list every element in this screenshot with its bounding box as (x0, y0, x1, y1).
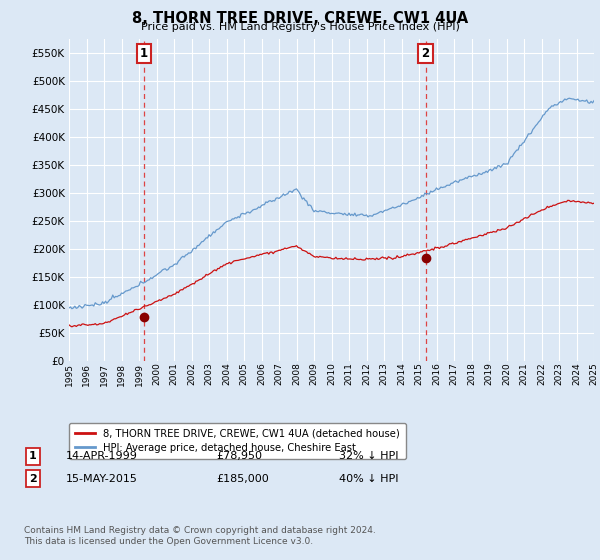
Text: 1: 1 (140, 47, 148, 60)
Text: 15-MAY-2015: 15-MAY-2015 (66, 474, 138, 484)
Text: Price paid vs. HM Land Registry's House Price Index (HPI): Price paid vs. HM Land Registry's House … (140, 22, 460, 32)
Text: 32% ↓ HPI: 32% ↓ HPI (339, 451, 398, 461)
Text: 8, THORN TREE DRIVE, CREWE, CW1 4UA: 8, THORN TREE DRIVE, CREWE, CW1 4UA (132, 11, 468, 26)
Text: 14-APR-1999: 14-APR-1999 (66, 451, 138, 461)
Text: 2: 2 (422, 47, 430, 60)
Text: Contains HM Land Registry data © Crown copyright and database right 2024.
This d: Contains HM Land Registry data © Crown c… (24, 526, 376, 546)
Text: £78,950: £78,950 (216, 451, 262, 461)
Text: 40% ↓ HPI: 40% ↓ HPI (339, 474, 398, 484)
Legend: 8, THORN TREE DRIVE, CREWE, CW1 4UA (detached house), HPI: Average price, detach: 8, THORN TREE DRIVE, CREWE, CW1 4UA (det… (69, 423, 406, 459)
Text: 1: 1 (29, 451, 37, 461)
Text: 2: 2 (29, 474, 37, 484)
Text: £185,000: £185,000 (216, 474, 269, 484)
